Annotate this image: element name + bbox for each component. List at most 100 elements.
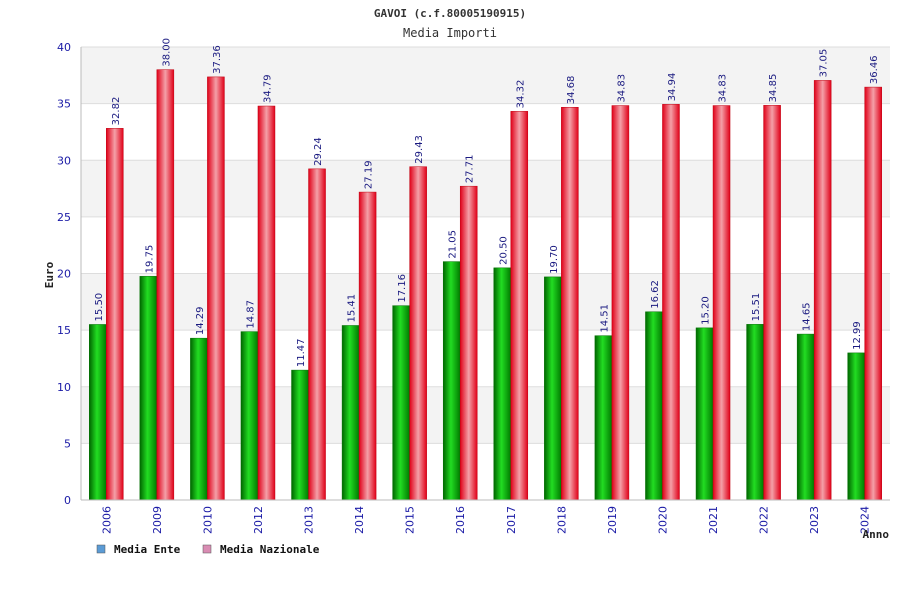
x-tick-label: 2022 [758, 506, 771, 534]
bar-media-ente [341, 325, 360, 501]
data-label: 38.00 [161, 38, 172, 67]
data-label: 15.51 [751, 293, 762, 322]
data-label: 37.36 [212, 45, 223, 74]
y-tick-label: 30 [57, 154, 71, 167]
x-tick-label: 2015 [404, 506, 417, 534]
y-tick-label: 25 [57, 211, 71, 224]
bar-media-nazionale [712, 105, 731, 501]
bar-media-ente [594, 335, 613, 501]
bar-media-ente [645, 311, 663, 501]
data-label: 34.83 [616, 74, 627, 103]
bar-media-ente [796, 333, 815, 501]
data-label: 36.46 [869, 55, 880, 84]
x-tick-label: 2021 [707, 506, 720, 534]
legend-swatch [96, 544, 106, 554]
bar-media-nazionale [510, 111, 529, 501]
data-label: 27.71 [465, 155, 476, 184]
data-label: 17.16 [397, 274, 408, 303]
bar-media-ente [442, 261, 461, 501]
y-tick-label: 15 [57, 324, 71, 337]
bar-media-nazionale [864, 86, 882, 501]
y-tick-label: 0 [64, 494, 71, 507]
data-label: 37.05 [819, 49, 830, 78]
data-label: 11.47 [296, 338, 307, 367]
data-label: 29.43 [414, 135, 425, 164]
legend-label: Media Ente [114, 543, 181, 556]
bars [89, 69, 882, 501]
x-tick-label: 2006 [100, 506, 113, 534]
data-label: 34.32 [515, 80, 526, 109]
y-tick-label: 40 [57, 41, 71, 54]
data-label: 14.29 [195, 307, 206, 336]
bar-media-ente [493, 267, 512, 501]
y-tick-label: 10 [57, 381, 71, 394]
bar-media-ente [847, 352, 865, 501]
y-axis-label: Euro [43, 261, 56, 288]
data-label: 34.79 [262, 74, 273, 103]
bar-media-nazionale [813, 80, 832, 501]
y-tick-label: 20 [57, 268, 71, 281]
bar-media-nazionale [763, 105, 781, 501]
bar-media-nazionale [459, 185, 478, 501]
data-label: 34.83 [718, 74, 729, 103]
chart-title: GAVOI (c.f.80005190915) [374, 7, 526, 20]
bar-media-nazionale [358, 191, 377, 501]
data-label: 14.65 [802, 302, 813, 331]
data-label: 20.50 [498, 236, 509, 265]
legend-label: Media Nazionale [220, 543, 320, 556]
x-tick-label: 2012 [252, 506, 265, 534]
bar-media-nazionale [611, 105, 630, 501]
data-label: 21.05 [448, 230, 459, 259]
bar-media-ente [190, 337, 208, 501]
y-tick-label: 5 [64, 437, 71, 450]
x-tick-label: 2017 [505, 506, 518, 534]
x-tick-label: 2016 [454, 506, 467, 534]
data-label: 34.85 [768, 74, 779, 103]
legend: Media Ente Media Nazionale [96, 543, 320, 556]
bar-media-nazionale [662, 104, 680, 501]
bar-media-ente [240, 331, 259, 501]
data-label: 16.62 [650, 280, 661, 309]
data-label: 19.70 [549, 245, 560, 274]
bar-media-ente [746, 324, 764, 501]
x-tick-label: 2010 [201, 506, 214, 534]
data-label: 27.19 [364, 160, 375, 189]
x-tick-label: 2013 [303, 506, 316, 534]
x-tick-label: 2009 [151, 506, 164, 534]
data-label: 12.99 [852, 321, 863, 350]
bar-media-ente [139, 276, 158, 501]
data-label: 15.20 [701, 296, 712, 325]
bar-media-ente [544, 276, 562, 501]
data-labels: 15.50 32.82 19.75 38.00 14.29 37.36 14.87 34.79… [94, 38, 880, 367]
data-label: 14.87 [245, 300, 256, 329]
bar-media-nazionale [106, 128, 124, 501]
x-tick-label: 2023 [808, 506, 821, 534]
data-label: 29.24 [313, 137, 324, 166]
bar-media-nazionale [561, 106, 579, 501]
data-label: 34.94 [667, 73, 678, 102]
data-label: 14.51 [599, 304, 610, 333]
data-label: 19.75 [144, 245, 155, 274]
legend-swatch [202, 544, 212, 554]
bar-media-ente [291, 369, 309, 501]
data-label: 32.82 [111, 97, 122, 126]
x-tick-label: 2024 [859, 506, 872, 534]
bar-media-nazionale [207, 76, 225, 501]
x-tick-label: 2018 [555, 506, 568, 534]
data-label: 15.50 [94, 293, 105, 322]
bar-media-nazionale [257, 105, 276, 501]
x-axis-ticks: 2006 2009 2010 2012 2013 2014 2015 2016 2017 2018… [100, 506, 871, 534]
bar-media-nazionale [156, 69, 175, 501]
x-tick-label: 2019 [606, 506, 619, 534]
y-axis-ticks: 0 5 10 15 20 25 30 35 40 [57, 41, 71, 507]
bar-media-nazionale [409, 166, 427, 501]
bar-media-ente [89, 324, 107, 501]
data-label: 15.41 [347, 294, 358, 323]
x-axis-label: Anno [863, 528, 890, 541]
data-label: 34.68 [566, 76, 577, 105]
y-tick-label: 35 [57, 98, 71, 111]
x-tick-label: 2020 [656, 506, 669, 534]
x-tick-label: 2014 [353, 506, 366, 534]
